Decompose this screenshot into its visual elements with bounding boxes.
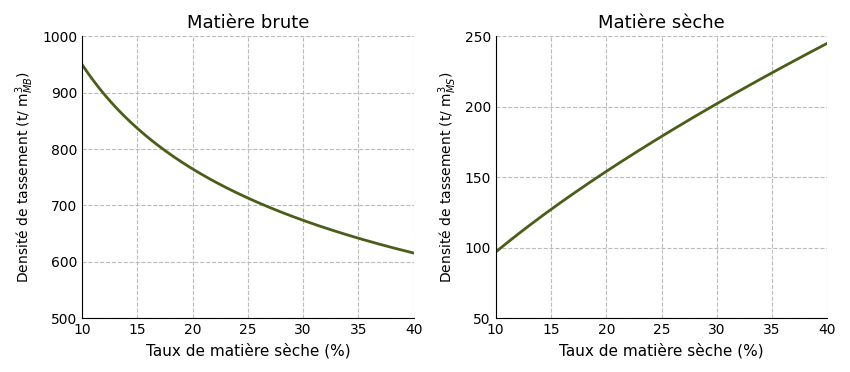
Y-axis label: Densité de tassement (t/ m$^3_{MB}$): Densité de tassement (t/ m$^3_{MB}$) bbox=[14, 71, 37, 283]
Y-axis label: Densité de tassement (t/ m$^3_{MS}$): Densité de tassement (t/ m$^3_{MS}$) bbox=[436, 71, 459, 283]
X-axis label: Taux de matière sèche (%): Taux de matière sèche (%) bbox=[559, 343, 764, 358]
Title: Matière sèche: Matière sèche bbox=[598, 14, 725, 32]
Title: Matière brute: Matière brute bbox=[187, 14, 309, 32]
X-axis label: Taux de matière sèche (%): Taux de matière sèche (%) bbox=[145, 343, 350, 358]
